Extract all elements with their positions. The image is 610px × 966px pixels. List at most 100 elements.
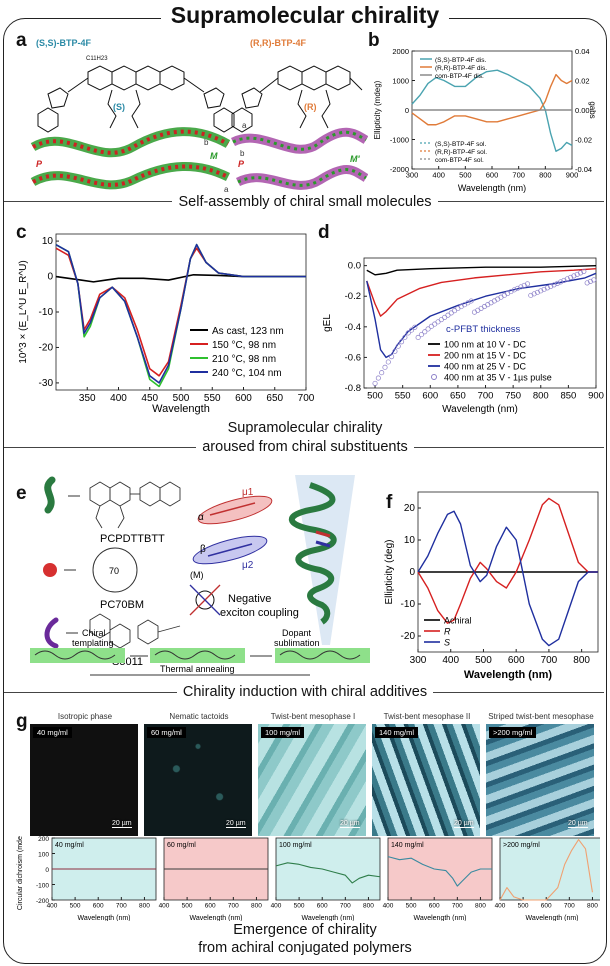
data-point xyxy=(515,285,521,291)
data-point xyxy=(408,327,415,333)
y-tick-label: 0 xyxy=(405,106,409,115)
y-tick-label: 20 xyxy=(404,503,416,514)
x-tick-label: 500 xyxy=(367,391,383,402)
dopant-icon xyxy=(44,617,59,649)
data-point xyxy=(481,303,487,310)
chart-b: 300 400 500 600 700 800 900 -2000 -1000 0 1000 2000… xyxy=(373,47,597,193)
left-axis-b: b xyxy=(204,138,209,147)
concentration-label: 100 mg/ml xyxy=(261,727,305,738)
y-tick-label: 0 xyxy=(47,272,53,283)
data-point xyxy=(422,329,428,335)
data-point xyxy=(475,307,481,313)
y-tick-label: -1000 xyxy=(390,136,409,145)
series-line xyxy=(387,856,492,887)
data-point xyxy=(544,285,550,291)
series-line xyxy=(417,497,598,624)
y-tick-label: 0 xyxy=(409,567,415,578)
x-tick-label: 400 xyxy=(110,393,127,404)
y-axis-label: gEL xyxy=(322,314,333,332)
y-tick-label: -0.2 xyxy=(345,291,361,302)
panel-label-d: d xyxy=(318,222,330,243)
legend-entry: Achiral xyxy=(444,616,472,626)
phase-label: Twist-bent mesophase II xyxy=(383,712,471,721)
beta-label: β xyxy=(200,544,206,555)
x-tick-label: 500 xyxy=(294,903,305,910)
light-cone xyxy=(295,475,355,645)
y-tick-label: 10 xyxy=(42,236,54,247)
x-tick-label: 500 xyxy=(475,655,492,666)
panel-label-f: f xyxy=(386,492,393,513)
data-point xyxy=(392,348,398,354)
y-tick-label: 0 xyxy=(45,867,49,874)
c70-cage xyxy=(92,547,138,593)
data-point xyxy=(568,274,574,280)
series-line xyxy=(366,268,597,317)
data-point xyxy=(382,364,388,370)
data-point xyxy=(418,332,424,338)
series-line xyxy=(411,69,573,153)
x-tick-label: 400 xyxy=(159,903,170,910)
data-point xyxy=(399,339,405,345)
thermal-label: Thermal annealing xyxy=(160,664,235,674)
x-tick-label: 400 xyxy=(271,903,282,910)
y-tick-label: -30 xyxy=(39,378,54,389)
plot-frame xyxy=(363,257,597,389)
section-title-4b: from achiral conjugated polymers xyxy=(0,940,610,957)
x-tick-label: 800 xyxy=(539,171,552,180)
film-2 xyxy=(150,648,245,663)
x-tick-label: 600 xyxy=(541,903,552,910)
legend-entry: 240 °C, 104 nm xyxy=(212,368,282,379)
panel-label-e: e xyxy=(16,483,27,504)
pcpdttbtt-structure xyxy=(89,481,181,529)
data-point xyxy=(554,280,560,286)
series-line xyxy=(366,264,597,276)
data-point xyxy=(548,283,554,289)
mu1-arrow xyxy=(209,502,256,516)
data-point xyxy=(491,298,497,304)
phase-label: Isotropic phase xyxy=(57,712,113,721)
data-point xyxy=(518,284,524,290)
y-tick-label: -200 xyxy=(36,898,49,905)
y-tick-label: -0.6 xyxy=(345,352,361,363)
x-axis-label: Wavelength (nm) xyxy=(77,915,130,921)
data-point xyxy=(521,282,527,288)
right-helix-top-green xyxy=(232,130,367,151)
legend-entry: 210 °C, 98 nm xyxy=(212,354,276,365)
rr-center: (R) xyxy=(304,102,317,112)
section-title-4: Emergence of chirality xyxy=(0,922,610,939)
right-axis-a: a xyxy=(242,121,247,130)
y-axis-label: Ellipticity (deg) xyxy=(384,539,395,604)
data-point xyxy=(587,278,594,284)
x-tick-label: 700 xyxy=(228,903,239,910)
data-point xyxy=(524,281,531,287)
data-point xyxy=(505,290,511,297)
data-point xyxy=(584,280,590,286)
coupling-l1: Negative xyxy=(228,593,271,605)
legend-entry: R xyxy=(444,627,451,637)
x-tick-label: 400 xyxy=(47,903,58,910)
x-tick-label: 500 xyxy=(70,903,81,910)
section-title-3: Chirality induction with chiral additive… xyxy=(0,684,610,701)
y-axis-label: Circular dichroism (mdeg) xyxy=(17,836,24,910)
data-point xyxy=(551,282,557,288)
x-tick-label: 600 xyxy=(486,171,499,180)
y-tick-label: -20 xyxy=(39,342,54,353)
data-point xyxy=(495,296,501,302)
series-line xyxy=(55,243,306,384)
y-tick-label: -2000 xyxy=(390,165,409,174)
sublimation-l1: Dopant xyxy=(282,628,312,638)
data-point xyxy=(488,300,494,306)
data-point xyxy=(558,279,564,285)
data-point xyxy=(478,305,484,311)
scale-bar: 20 µm xyxy=(568,820,588,828)
left-helix-M: M xyxy=(210,151,218,161)
mu1-label: μ1 xyxy=(242,487,254,498)
chart-d: 500 550 600 650 700 750 800 850 900 0.0 -0.2 -0.4 -0… xyxy=(322,257,604,415)
data-point xyxy=(574,271,580,277)
rr-molecule xyxy=(231,65,363,133)
series-line xyxy=(417,510,598,647)
ss-title: (S,S)-BTP-4F xyxy=(36,38,92,48)
templating-l1: Chiral xyxy=(82,628,106,638)
right-axis-b: b xyxy=(240,149,245,158)
legend-entry: (R,R)-BTP-4F dis. xyxy=(435,65,487,72)
